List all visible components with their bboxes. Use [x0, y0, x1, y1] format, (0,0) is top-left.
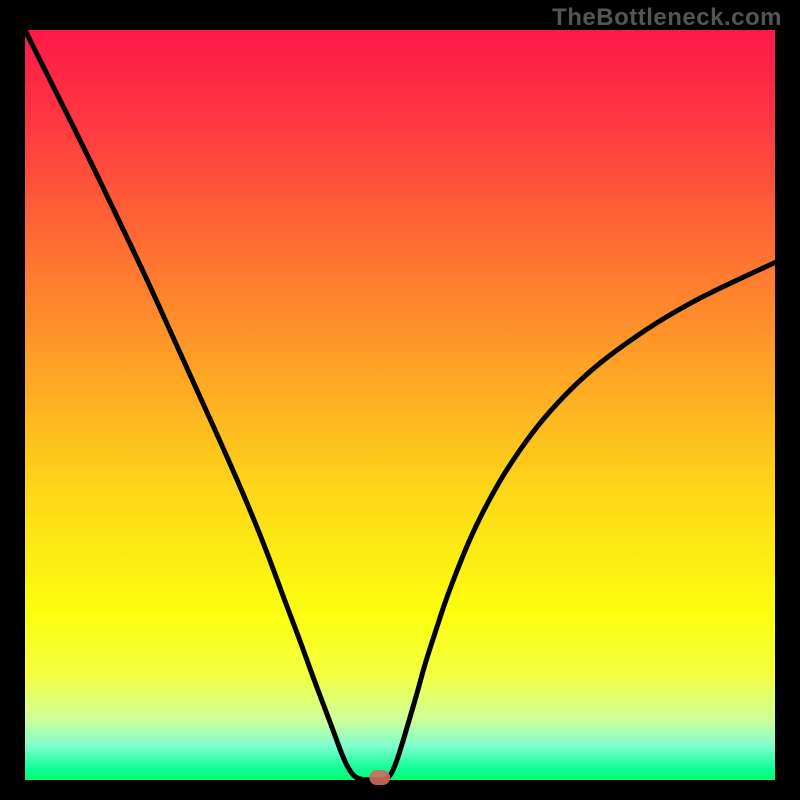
plot-background — [25, 30, 775, 780]
watermark-label: TheBottleneck.com — [552, 4, 782, 32]
chart-frame: TheBottleneck.com — [0, 0, 800, 800]
highlight-marker — [369, 770, 390, 785]
bottleneck-chart — [0, 0, 800, 800]
